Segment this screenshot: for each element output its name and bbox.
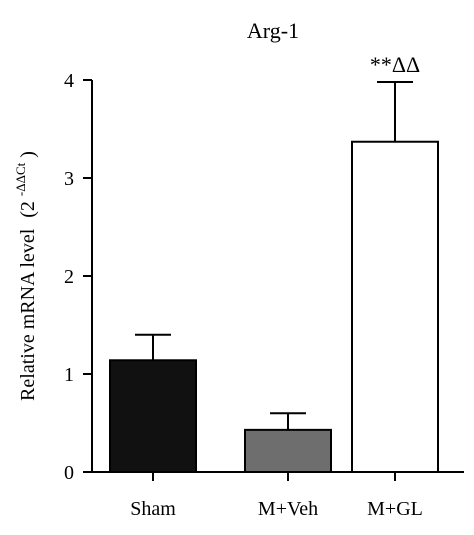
bar-m-gl bbox=[351, 140, 439, 474]
bar-m-veh bbox=[244, 428, 332, 473]
axes: 0 1 2 3 4 Sham M+Veh M+GL bbox=[64, 70, 464, 520]
y-tick-label: 2 bbox=[64, 266, 74, 288]
y-axis-label-formula-prefix: (2 bbox=[17, 201, 39, 218]
x-tick-label: Sham bbox=[130, 498, 176, 520]
x-tick-label: M+Veh bbox=[258, 498, 318, 520]
bar-sham bbox=[109, 359, 197, 473]
bars: **ΔΔ bbox=[109, 52, 439, 474]
y-axis-label-formula-suffix: ) bbox=[17, 151, 39, 158]
y-tick-label: 0 bbox=[64, 462, 74, 484]
significance-label: **ΔΔ bbox=[370, 52, 420, 77]
y-tick-label: 1 bbox=[64, 364, 74, 386]
y-tick-label: 4 bbox=[64, 70, 74, 92]
y-tick-label: 3 bbox=[64, 168, 74, 190]
y-axis-label: Relative mRNA level (2 -ΔΔCt ) bbox=[8, 151, 39, 401]
chart-title: Arg-1 bbox=[247, 18, 299, 43]
x-tick-label: M+GL bbox=[367, 498, 423, 520]
y-axis-label-text: Relative mRNA level bbox=[17, 228, 39, 401]
svg-text:Relative mRNA level (2: Relative mRNA level (2 -ΔΔCt ) bbox=[8, 151, 39, 401]
y-axis-label-formula-superscript: -ΔΔCt bbox=[13, 162, 28, 196]
